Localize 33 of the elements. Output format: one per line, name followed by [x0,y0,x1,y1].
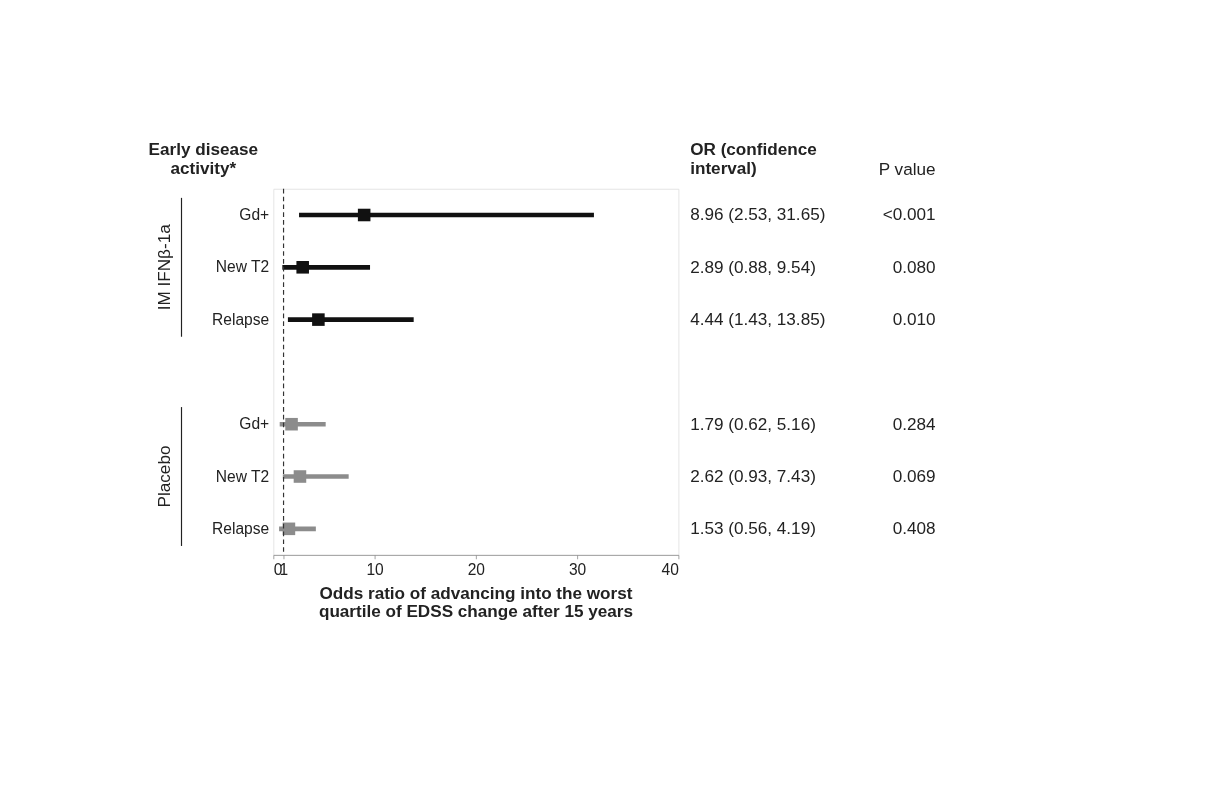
text: 0.069 [892,465,936,486]
x-tick-label: 20 [467,560,486,578]
text: 1.53 (0.56, 4.19) [690,518,816,539]
text: 0.010 [892,309,936,330]
text: 8.96 (2.53, 31.65) [690,204,826,225]
text: 2.89 (0.88, 9.54) [690,256,816,277]
point [357,208,371,222]
y-tick-label: Relapse [212,310,270,328]
text: 2.62 (0.93, 7.43) [690,465,816,486]
y-tick-label: New T2 [215,258,270,276]
text: 1.79 (0.62, 5.16) [690,413,816,434]
y-tick-label: Relapse [212,519,270,537]
text: 0.408 [892,518,936,539]
x-axis-title: Odds ratio of advancing into the worst quartile of EDSS change after 15 years [318,582,634,622]
text: Placebo [153,445,174,508]
point [293,470,307,483]
x-tick-label: 40 [661,560,680,578]
y-tick-label: Gd+ [239,415,270,433]
x-tick-label: 10 [366,560,385,578]
text: <0.001 [882,204,936,225]
point [285,417,298,431]
text: 0.284 [892,413,937,434]
y-tick-label: New T2 [215,467,270,485]
text: 0.080 [892,256,936,277]
text: P value [878,158,936,179]
text: 4.44 (1.43, 13.85) [690,309,826,330]
point [312,313,325,326]
x-tick-label: 30 [568,560,587,578]
text: IM IFNβ-1a [153,223,174,311]
y-axis-title: Early disease activity* [148,139,259,179]
y-tick-label: Gd+ [239,206,270,224]
text: OR (confidence interval) [690,139,817,179]
point [296,261,309,274]
